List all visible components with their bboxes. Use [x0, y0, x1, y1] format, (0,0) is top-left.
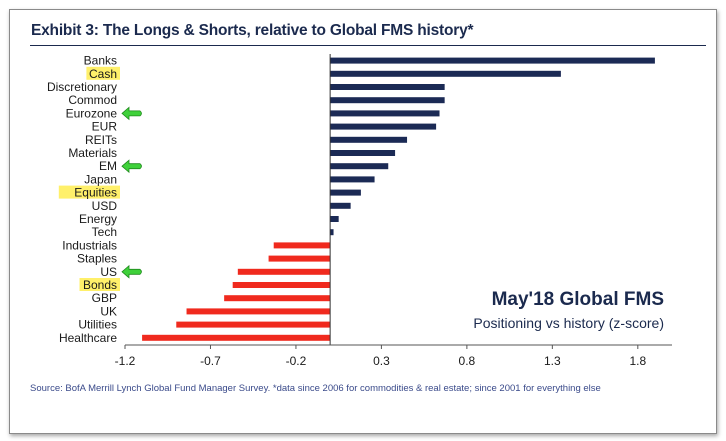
- bar-healthcare: [142, 334, 331, 341]
- category-labels: BanksCashDiscretionaryCommodEurozoneEURR…: [47, 54, 117, 345]
- arrow-em-icon: [121, 159, 142, 174]
- category-label-staples: Staples: [77, 252, 117, 266]
- x-tick-label: 0.8: [459, 354, 476, 368]
- category-label-uk: UK: [100, 304, 117, 318]
- category-label-tech: Tech: [92, 225, 117, 239]
- category-label-reits: REITs: [85, 133, 117, 147]
- bar-reits: [330, 136, 408, 143]
- annotation-title: May'18 Global FMS: [492, 289, 664, 310]
- bar-bonds: [232, 282, 331, 288]
- annotation-subtitle: Positioning vs history (z-score): [473, 315, 664, 331]
- bar-japan: [330, 176, 375, 183]
- highlight-layer: [58, 66, 120, 291]
- category-label-usd: USD: [92, 199, 118, 213]
- category-label-eur: EUR: [92, 120, 118, 134]
- highlight-equities: [58, 185, 120, 199]
- bar-commod: [330, 97, 445, 104]
- arrow-us-icon: [121, 264, 142, 279]
- bar-cash: [330, 70, 561, 77]
- exhibit-frame: [9, 9, 717, 434]
- category-label-cash: Cash: [89, 67, 117, 81]
- category-label-industrials: Industrials: [62, 238, 117, 252]
- bar-gbp: [224, 295, 331, 302]
- x-tick-label: 1.8: [629, 354, 646, 368]
- title-divider: [30, 45, 706, 46]
- bar-discretionary: [330, 84, 445, 90]
- category-label-bonds: Bonds: [83, 278, 117, 292]
- x-tick-label: 0.3: [373, 354, 390, 368]
- source-note: Source: BofA Merrill Lynch Global Fund M…: [30, 383, 601, 394]
- bar-eur: [330, 123, 437, 130]
- x-tick-label: 1.3: [544, 354, 561, 368]
- bar-materials: [330, 150, 396, 156]
- category-label-us: US: [100, 265, 117, 279]
- category-label-eurozone: Eurozone: [66, 106, 118, 120]
- highlight-bonds: [79, 278, 120, 291]
- bar-banks: [330, 57, 655, 64]
- bar-tech: [330, 229, 334, 236]
- category-label-equities: Equities: [74, 186, 117, 200]
- x-axis: -1.2 -0.7 -0.2 0.3 0.8 1.3 1.8: [115, 54, 672, 368]
- exhibit-title: Exhibit 3: The Longs & Shorts, relative …: [31, 22, 474, 39]
- bars-layer: [142, 57, 655, 341]
- bar-industrials: [273, 242, 331, 249]
- bar-equities: [330, 189, 361, 196]
- category-label-materials: Materials: [68, 146, 117, 160]
- bar-uk: [186, 308, 331, 315]
- category-label-gbp: GBP: [92, 291, 117, 305]
- arrow-eurozone-icon: [121, 106, 142, 121]
- category-label-em: EM: [99, 159, 117, 173]
- category-label-banks: Banks: [84, 54, 117, 68]
- category-label-commod: Commod: [68, 93, 117, 107]
- category-label-japan: Japan: [84, 172, 117, 186]
- x-tick-label: -0.7: [200, 354, 221, 368]
- category-label-discretionary: Discretionary: [47, 80, 117, 94]
- bar-energy: [330, 216, 339, 222]
- bar-usd: [330, 202, 351, 209]
- category-label-utilities: Utilities: [78, 318, 117, 332]
- category-label-healthcare: Healthcare: [59, 331, 117, 345]
- bar-staples: [268, 255, 331, 262]
- x-tick-label: -1.2: [115, 354, 136, 368]
- bar-us: [237, 268, 331, 275]
- category-label-energy: Energy: [79, 212, 117, 226]
- bar-utilities: [176, 321, 331, 328]
- highlight-cash: [86, 66, 120, 80]
- bar-eurozone: [330, 110, 440, 117]
- arrow-layer: [121, 106, 142, 279]
- bar-em: [330, 163, 389, 170]
- x-tick-label: -0.2: [286, 354, 307, 368]
